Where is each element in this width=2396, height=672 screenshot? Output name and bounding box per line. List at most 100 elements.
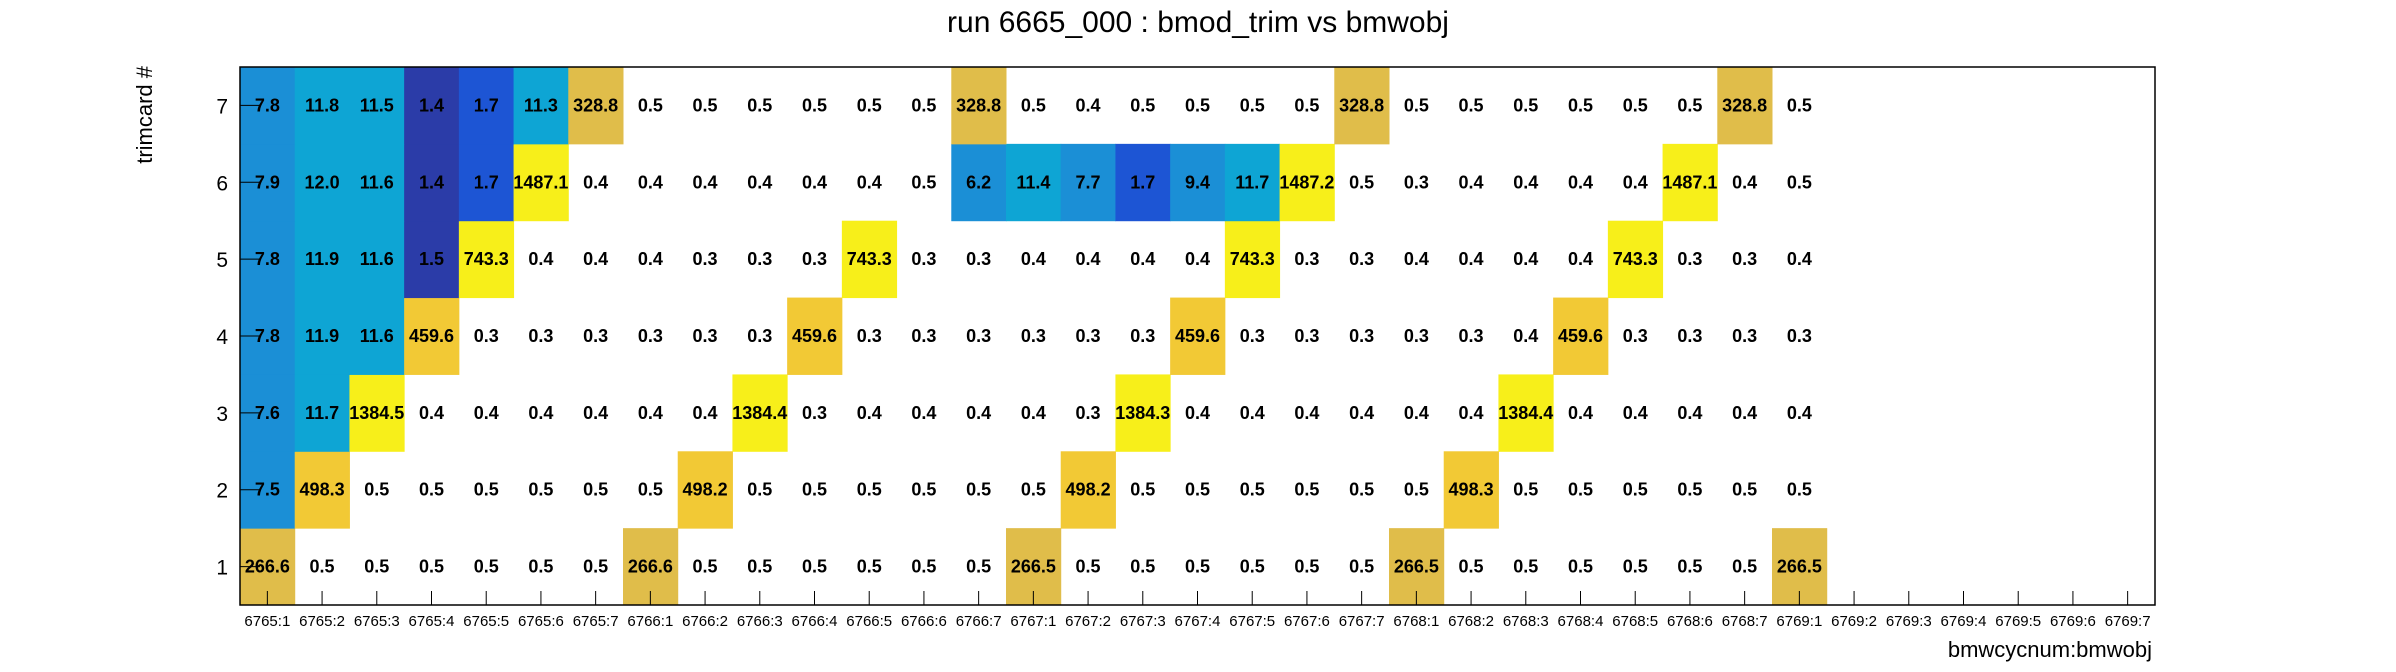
cell-value-label: 0.5 — [802, 480, 827, 500]
cell-value-label: 0.4 — [1076, 249, 1101, 269]
cell-value-label: 0.5 — [1130, 95, 1155, 115]
cell-value-label: 7.6 — [255, 403, 280, 423]
cell-value-label: 0.5 — [1404, 480, 1429, 500]
cell-value-label: 743.3 — [847, 249, 892, 269]
cell-value-label: 459.6 — [792, 326, 837, 346]
cell-value-label: 0.5 — [747, 480, 772, 500]
cell-value-label: 7.8 — [255, 249, 280, 269]
cell-value-label: 1.7 — [474, 95, 499, 115]
heatmap-cell — [458, 143, 515, 222]
cell-value-label: 0.4 — [1623, 172, 1648, 192]
cell-value-label: 1487.1 — [513, 172, 568, 192]
cell-value-label: 0.4 — [583, 403, 608, 423]
heatmap-cell — [294, 374, 350, 452]
cell-value-label: 0.5 — [1021, 95, 1046, 115]
heatmap-cell — [951, 67, 1007, 145]
cell-value-label: 0.3 — [1404, 172, 1429, 192]
cell-value-label: 11.9 — [305, 326, 339, 346]
cell-value-label: 0.3 — [966, 326, 991, 346]
heatmap-cell — [1224, 143, 1281, 222]
cell-value-label: 0.5 — [1185, 480, 1210, 500]
cell-value-label: 0.3 — [1349, 249, 1374, 269]
cell-value-label: 0.4 — [528, 249, 553, 269]
cell-value-label: 12.0 — [305, 172, 340, 192]
cell-value-label: 0.5 — [638, 480, 663, 500]
cell-value-label: 0.5 — [364, 557, 389, 577]
heatmap-cell — [1060, 451, 1116, 529]
x-axis-ticks: 6765:1 6765:2 6765:3 6765:4 6765:5 6765:6 6765… — [244, 591, 2151, 630]
cell-value-label: 0.5 — [1787, 172, 1812, 192]
chart-title: run 6665_000 : bmod_trim vs bmwobj — [947, 6, 1449, 39]
cell-value-label: 0.5 — [911, 480, 936, 500]
cell-value-label: 0.4 — [1513, 326, 1538, 346]
cell-value-label: 0.4 — [1513, 172, 1538, 192]
cell-value-label: 0.5 — [747, 557, 772, 577]
y-axis-ticks: 1 2 3 4 5 6 7 — [216, 95, 260, 580]
cell-value-label: 0.5 — [1404, 95, 1429, 115]
heatmap-cell — [841, 220, 898, 299]
cell-value-label: 7.9 — [255, 172, 280, 192]
cell-value-label: 0.3 — [1732, 249, 1757, 269]
cell-value-label: 0.5 — [693, 95, 718, 115]
x-tick-label: 6769:3 — [1886, 613, 1932, 630]
cell-value-label: 0.4 — [1623, 403, 1648, 423]
heatmap-cell — [1498, 374, 1554, 452]
cell-value-label: 0.5 — [802, 557, 827, 577]
cell-value-label: 9.4 — [1185, 172, 1210, 192]
cell-value-label: 0.3 — [638, 326, 663, 346]
cell-value-label: 0.4 — [1459, 172, 1484, 192]
heatmap-cell — [458, 220, 515, 299]
cell-value-label: 0.4 — [911, 403, 936, 423]
cell-value-label: 0.5 — [528, 557, 553, 577]
cell-value-label: 0.5 — [1677, 557, 1702, 577]
cell-value-label: 0.4 — [638, 249, 663, 269]
cell-value-label: 1.7 — [1130, 172, 1155, 192]
x-tick-label: 6767:1 — [1010, 613, 1056, 630]
cell-value-label: 0.5 — [857, 557, 882, 577]
cell-value-label: 11.5 — [360, 95, 394, 115]
cell-value-label: 0.5 — [528, 480, 553, 500]
cell-value-label: 0.3 — [1076, 326, 1101, 346]
heatmap-cell — [294, 451, 350, 529]
cell-value-label: 0.4 — [1677, 403, 1702, 423]
cell-value-label: 328.8 — [1339, 95, 1384, 115]
x-axis-title: bmwcycnum:bmwobj — [1948, 637, 2152, 662]
heatmap-cell — [1717, 67, 1773, 145]
cell-value-label: 11.7 — [1235, 172, 1269, 192]
heatmap-cell — [294, 220, 350, 299]
heatmap-cell — [349, 220, 405, 299]
heatmap-cell — [294, 143, 350, 222]
x-tick-label: 6768:2 — [1448, 613, 1494, 630]
x-tick-label: 6768:5 — [1612, 613, 1658, 630]
cell-value-label: 1384.4 — [1498, 403, 1553, 423]
heatmap-cell — [349, 374, 405, 452]
cell-value-label: 0.5 — [857, 480, 882, 500]
cell-value-label: 1384.3 — [1115, 403, 1170, 423]
cell-value-label: 0.3 — [911, 326, 936, 346]
cell-value-label: 11.6 — [360, 326, 394, 346]
x-tick-label: 6767:5 — [1229, 613, 1275, 630]
heatmap-cell — [1115, 143, 1171, 222]
cell-value-label: 0.4 — [857, 403, 882, 423]
cell-value-label: 0.4 — [1021, 249, 1046, 269]
y-tick-label: 2 — [216, 480, 228, 503]
cell-value-label: 0.5 — [1294, 557, 1319, 577]
heatmap-cell — [349, 67, 405, 145]
heatmap-cell — [294, 297, 350, 375]
heatmap-cell — [951, 143, 1007, 222]
heatmap-cell — [677, 451, 733, 529]
cell-value-label: 743.3 — [1230, 249, 1275, 269]
cell-value-label: 0.5 — [1294, 480, 1319, 500]
cell-value-label: 0.3 — [1787, 326, 1812, 346]
heatmap-cell — [349, 297, 405, 375]
x-tick-label: 6769:5 — [1995, 613, 2041, 630]
x-tick-label: 6766:6 — [901, 613, 947, 630]
cell-value-label: 0.5 — [911, 172, 936, 192]
x-tick-label: 6767:2 — [1065, 613, 1111, 630]
cell-value-label: 0.5 — [1568, 557, 1593, 577]
cell-value-label: 11.4 — [1016, 172, 1050, 192]
x-tick-label: 6769:1 — [1776, 613, 1822, 630]
cell-value-label: 0.5 — [1076, 557, 1101, 577]
cell-value-label: 1.4 — [419, 95, 444, 115]
x-tick-label: 6766:4 — [792, 613, 838, 630]
